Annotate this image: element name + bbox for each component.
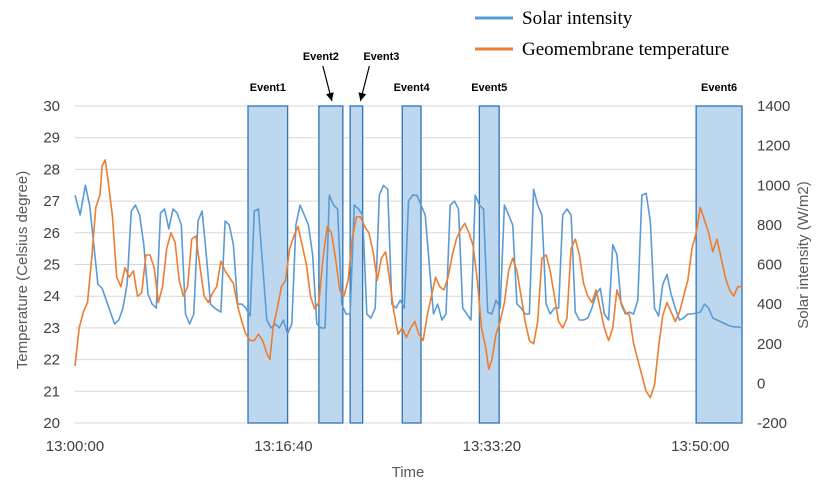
left-tick-label: 21 [43,383,60,400]
event-label: Event1 [250,82,286,94]
left-axis-title: Temperature (Celsius degree) [14,171,31,369]
right-tick-label: 1000 [757,177,790,194]
event-region [318,105,344,424]
event-arrowhead [325,92,334,101]
x-axis-ticks: 13:00:00 13:16:40 13:33:20 13:50:00 [46,438,730,455]
right-axis-title: Solar intensity (W/m2) [795,181,812,329]
event-region [401,105,422,424]
legend-label: Solar intensity [522,8,633,29]
left-tick-label: 28 [43,161,60,178]
series-line [74,184,743,335]
right-tick-label: 1400 [757,98,790,115]
right-tick-label: 1200 [757,138,790,155]
x-tick-label: 13:33:20 [463,438,521,455]
left-tick-label: 29 [43,130,60,147]
event-labels: Event1 Event2 Event3 Event4 Event5 Event6 [250,51,737,102]
x-tick-label: 13:00:00 [46,438,104,455]
event-label: Event6 [701,82,737,94]
left-tick-label: 23 [43,320,60,337]
event-region [695,105,743,424]
left-axis-ticks: 20 21 22 23 24 25 26 27 28 29 30 [43,98,60,432]
series-line [74,159,742,399]
left-tick-label: 30 [43,98,60,115]
event-label: Event4 [394,82,431,94]
event-label: Event5 [471,82,507,94]
left-tick-label: 25 [43,257,60,274]
series-lines [74,159,743,399]
right-tick-label: 200 [757,336,782,353]
left-tick-label: 20 [43,415,60,432]
right-tick-label: 0 [757,375,765,392]
right-axis-ticks: -200 0 200 400 600 800 1000 1200 1400 [757,98,790,432]
event-arrowhead [358,92,367,101]
event-label: Event2 [303,51,339,63]
x-tick-label: 13:50:00 [671,438,729,455]
event-region [478,105,500,424]
legend: Solar intensity Geomembrane temperature [475,8,729,60]
left-tick-label: 26 [43,225,60,242]
right-tick-label: 400 [757,296,782,313]
legend-label: Geomembrane temperature [522,39,729,60]
x-tick-label: 13:16:40 [254,438,312,455]
right-tick-label: -200 [757,415,787,432]
event-label: Event3 [363,51,399,63]
left-tick-label: 22 [43,352,60,369]
event-region [247,105,289,424]
event-regions [247,105,743,424]
left-tick-label: 27 [43,193,60,210]
right-tick-label: 600 [757,257,782,274]
right-tick-label: 800 [757,217,782,234]
x-axis-title: Time [392,464,425,481]
left-tick-label: 24 [43,288,60,305]
